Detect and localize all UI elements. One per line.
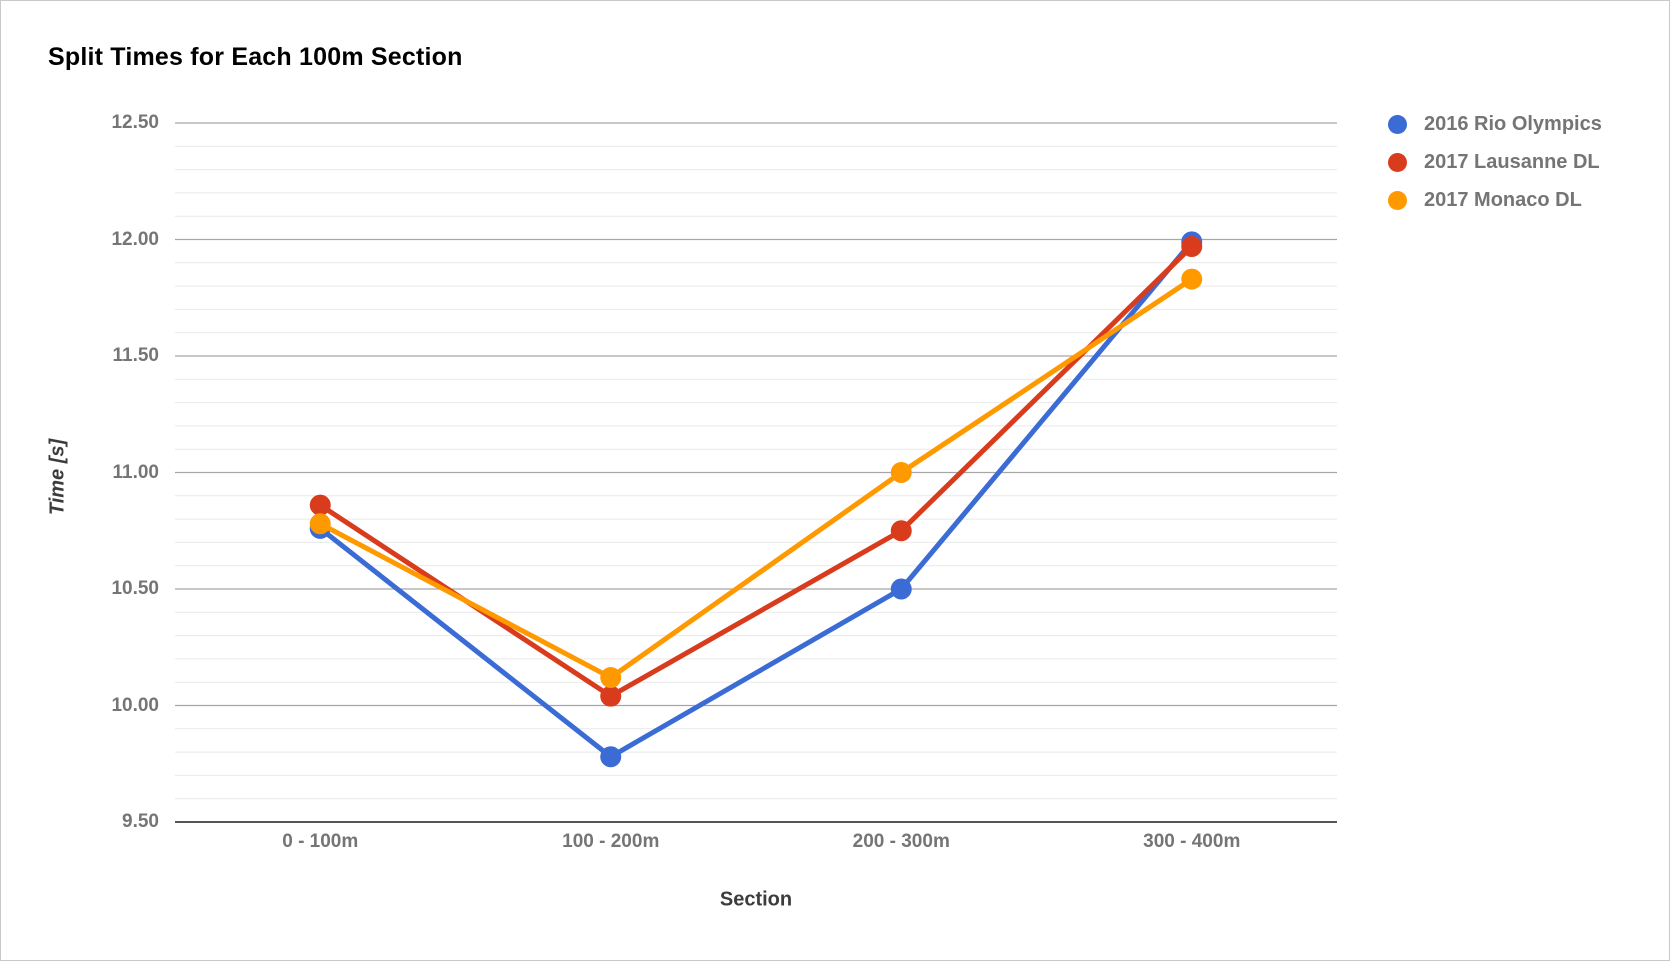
x-tick-label: 0 - 100m bbox=[282, 831, 359, 852]
y-tick-label: 11.50 bbox=[112, 345, 160, 366]
y-axis-title: Time [s] bbox=[46, 438, 69, 516]
data-point bbox=[309, 494, 331, 516]
series-line-0 bbox=[317, 239, 1195, 760]
x-tick-label: 100 - 200m bbox=[562, 831, 660, 852]
data-point bbox=[600, 667, 622, 689]
data-point bbox=[309, 513, 331, 535]
data-point bbox=[890, 520, 912, 542]
data-point bbox=[890, 578, 912, 600]
data-point bbox=[600, 746, 622, 768]
legend-item-2: 2017 Monaco DL bbox=[1388, 188, 1602, 212]
chart-title: Split Times for Each 100m Section bbox=[48, 43, 463, 71]
y-tick-label: 10.50 bbox=[111, 578, 159, 599]
legend-item-1: 2017 Lausanne DL bbox=[1388, 150, 1602, 174]
legend-label: 2017 Lausanne DL bbox=[1424, 150, 1600, 173]
data-point bbox=[890, 462, 912, 483]
legend-dot-icon bbox=[1388, 152, 1407, 172]
y-tick-label: 12.00 bbox=[111, 228, 159, 250]
legend-dot-icon bbox=[1388, 114, 1407, 134]
legend-label: 2017 Monaco DL bbox=[1424, 188, 1582, 211]
legend-dot-icon bbox=[1388, 190, 1407, 210]
data-point bbox=[600, 685, 622, 707]
data-point bbox=[1181, 268, 1203, 290]
y-tick-label: 9.50 bbox=[122, 811, 159, 832]
y-tick-label: 11.00 bbox=[112, 461, 160, 483]
x-tick-label: 200 - 300m bbox=[852, 831, 950, 852]
data-point bbox=[1181, 235, 1203, 257]
chart-plot-area bbox=[175, 122, 1337, 823]
series-line-2 bbox=[317, 276, 1195, 681]
legend-item-0: 2016 Rio Olympics bbox=[1388, 112, 1602, 136]
x-tick-label: 300 - 400m bbox=[1143, 831, 1241, 852]
chart-legend: 2016 Rio Olympics 2017 Lausanne DL 2017 Mo… bbox=[1388, 112, 1602, 226]
x-axis-title: Section bbox=[719, 888, 793, 911]
y-tick-label: 12.50 bbox=[111, 112, 159, 133]
y-tick-label: 10.00 bbox=[111, 694, 159, 716]
legend-label: 2016 Rio Olympics bbox=[1424, 112, 1602, 135]
